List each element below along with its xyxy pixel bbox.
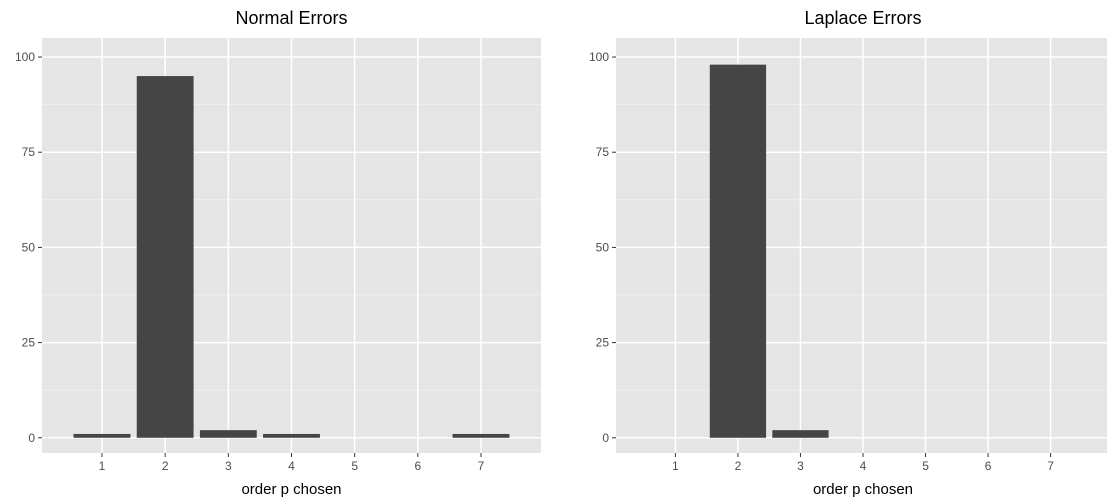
y-tick-label: 75 [22, 145, 36, 159]
y-tick-label: 25 [22, 336, 36, 350]
panel-title: Normal Errors [235, 8, 347, 28]
chart-panel-1: 0 25 50 75 100 1 2 3 4 5 6 7 Normal Errors order p ch… [15, 8, 541, 498]
y-tick-label: 25 [596, 336, 610, 350]
x-tick-label: 1 [99, 459, 106, 473]
x-tick-label: 2 [162, 459, 169, 473]
x-tick-label: 4 [860, 459, 867, 473]
x-tick-label: 6 [985, 459, 992, 473]
y-tick-label: 50 [22, 240, 36, 254]
chart-panel-2: 0 25 50 75 100 1 2 3 4 5 6 7 Laplace Errors order p c… [589, 8, 1107, 498]
y-tick-label: 50 [596, 240, 610, 254]
bar-7 [452, 433, 510, 438]
x-tick-label: 2 [735, 459, 742, 473]
x-tick-label: 7 [478, 459, 485, 473]
y-tick-label: 0 [602, 431, 609, 445]
x-tick-label: 5 [922, 459, 929, 473]
bar-3 [772, 430, 829, 438]
bar-3 [199, 430, 257, 438]
x-axis-label: order p chosen [241, 481, 341, 498]
panel-background [616, 38, 1107, 453]
y-tick-label: 100 [589, 50, 609, 64]
y-tick-label: 100 [15, 50, 35, 64]
x-tick-label: 5 [351, 459, 358, 473]
x-tick-label: 3 [225, 459, 232, 473]
bar-4 [263, 433, 320, 438]
y-tick-label: 0 [28, 431, 35, 445]
bar-2 [709, 64, 767, 438]
x-tick-label: 3 [797, 459, 804, 473]
bar-2 [136, 76, 194, 438]
x-axis-label: order p chosen [813, 481, 913, 498]
x-tick-label: 1 [672, 459, 679, 473]
bar-1 [73, 433, 131, 438]
x-tick-label: 6 [414, 459, 421, 473]
x-tick-label: 4 [288, 459, 295, 473]
x-tick-label: 7 [1047, 459, 1054, 473]
panel-title: Laplace Errors [804, 8, 921, 28]
y-tick-label: 75 [596, 145, 610, 159]
